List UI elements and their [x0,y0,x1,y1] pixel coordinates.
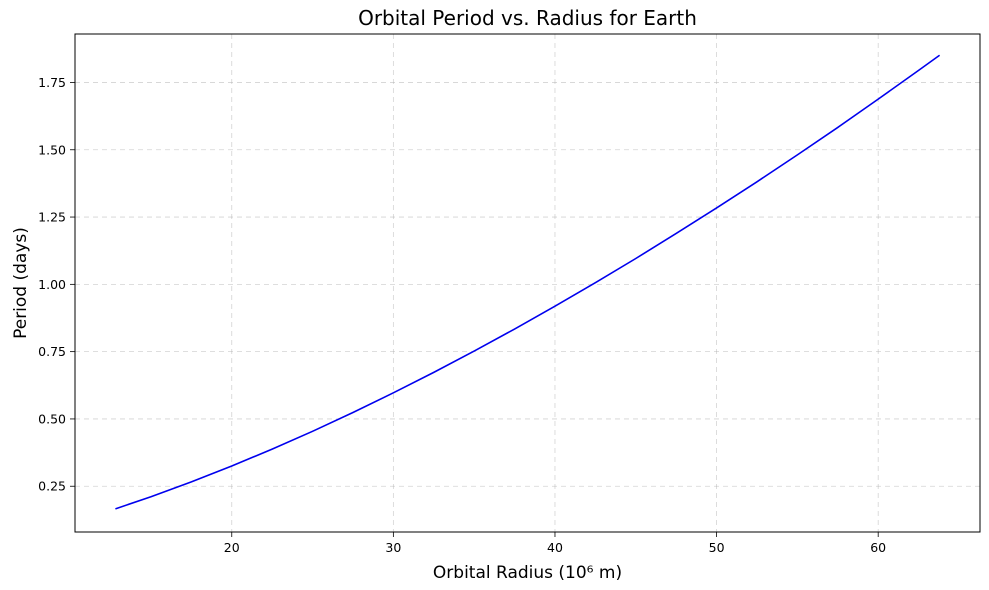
y-tick-label: 0.75 [38,344,66,359]
y-tick-label: 1.50 [38,142,66,157]
y-tick-label: 1.75 [38,75,66,90]
chart-title: Orbital Period vs. Radius for Earth [358,6,697,30]
y-tick-label: 0.50 [38,411,66,426]
plot-frame [74,33,981,533]
y-axis: 0.25 0.50 0.75 1.00 1.25 1.50 1.75 [38,75,75,494]
y-tick-label: 1.00 [38,277,66,292]
y-axis-label: Period (days) [11,227,31,339]
series-group [115,54,941,510]
x-tick-label: 60 [870,540,886,555]
x-tick-label: 40 [547,540,563,555]
x-axis-label: Orbital Radius (10⁶ m) [433,563,622,583]
x-axis: 20 30 40 50 60 [224,532,886,555]
grid [75,34,980,532]
x-tick-label: 30 [385,540,401,555]
x-tick-label: 20 [224,540,240,555]
x-tick-label: 50 [709,540,725,555]
y-tick-label: 1.25 [38,210,66,225]
series-line [115,54,941,510]
y-tick-label: 0.25 [38,479,66,494]
